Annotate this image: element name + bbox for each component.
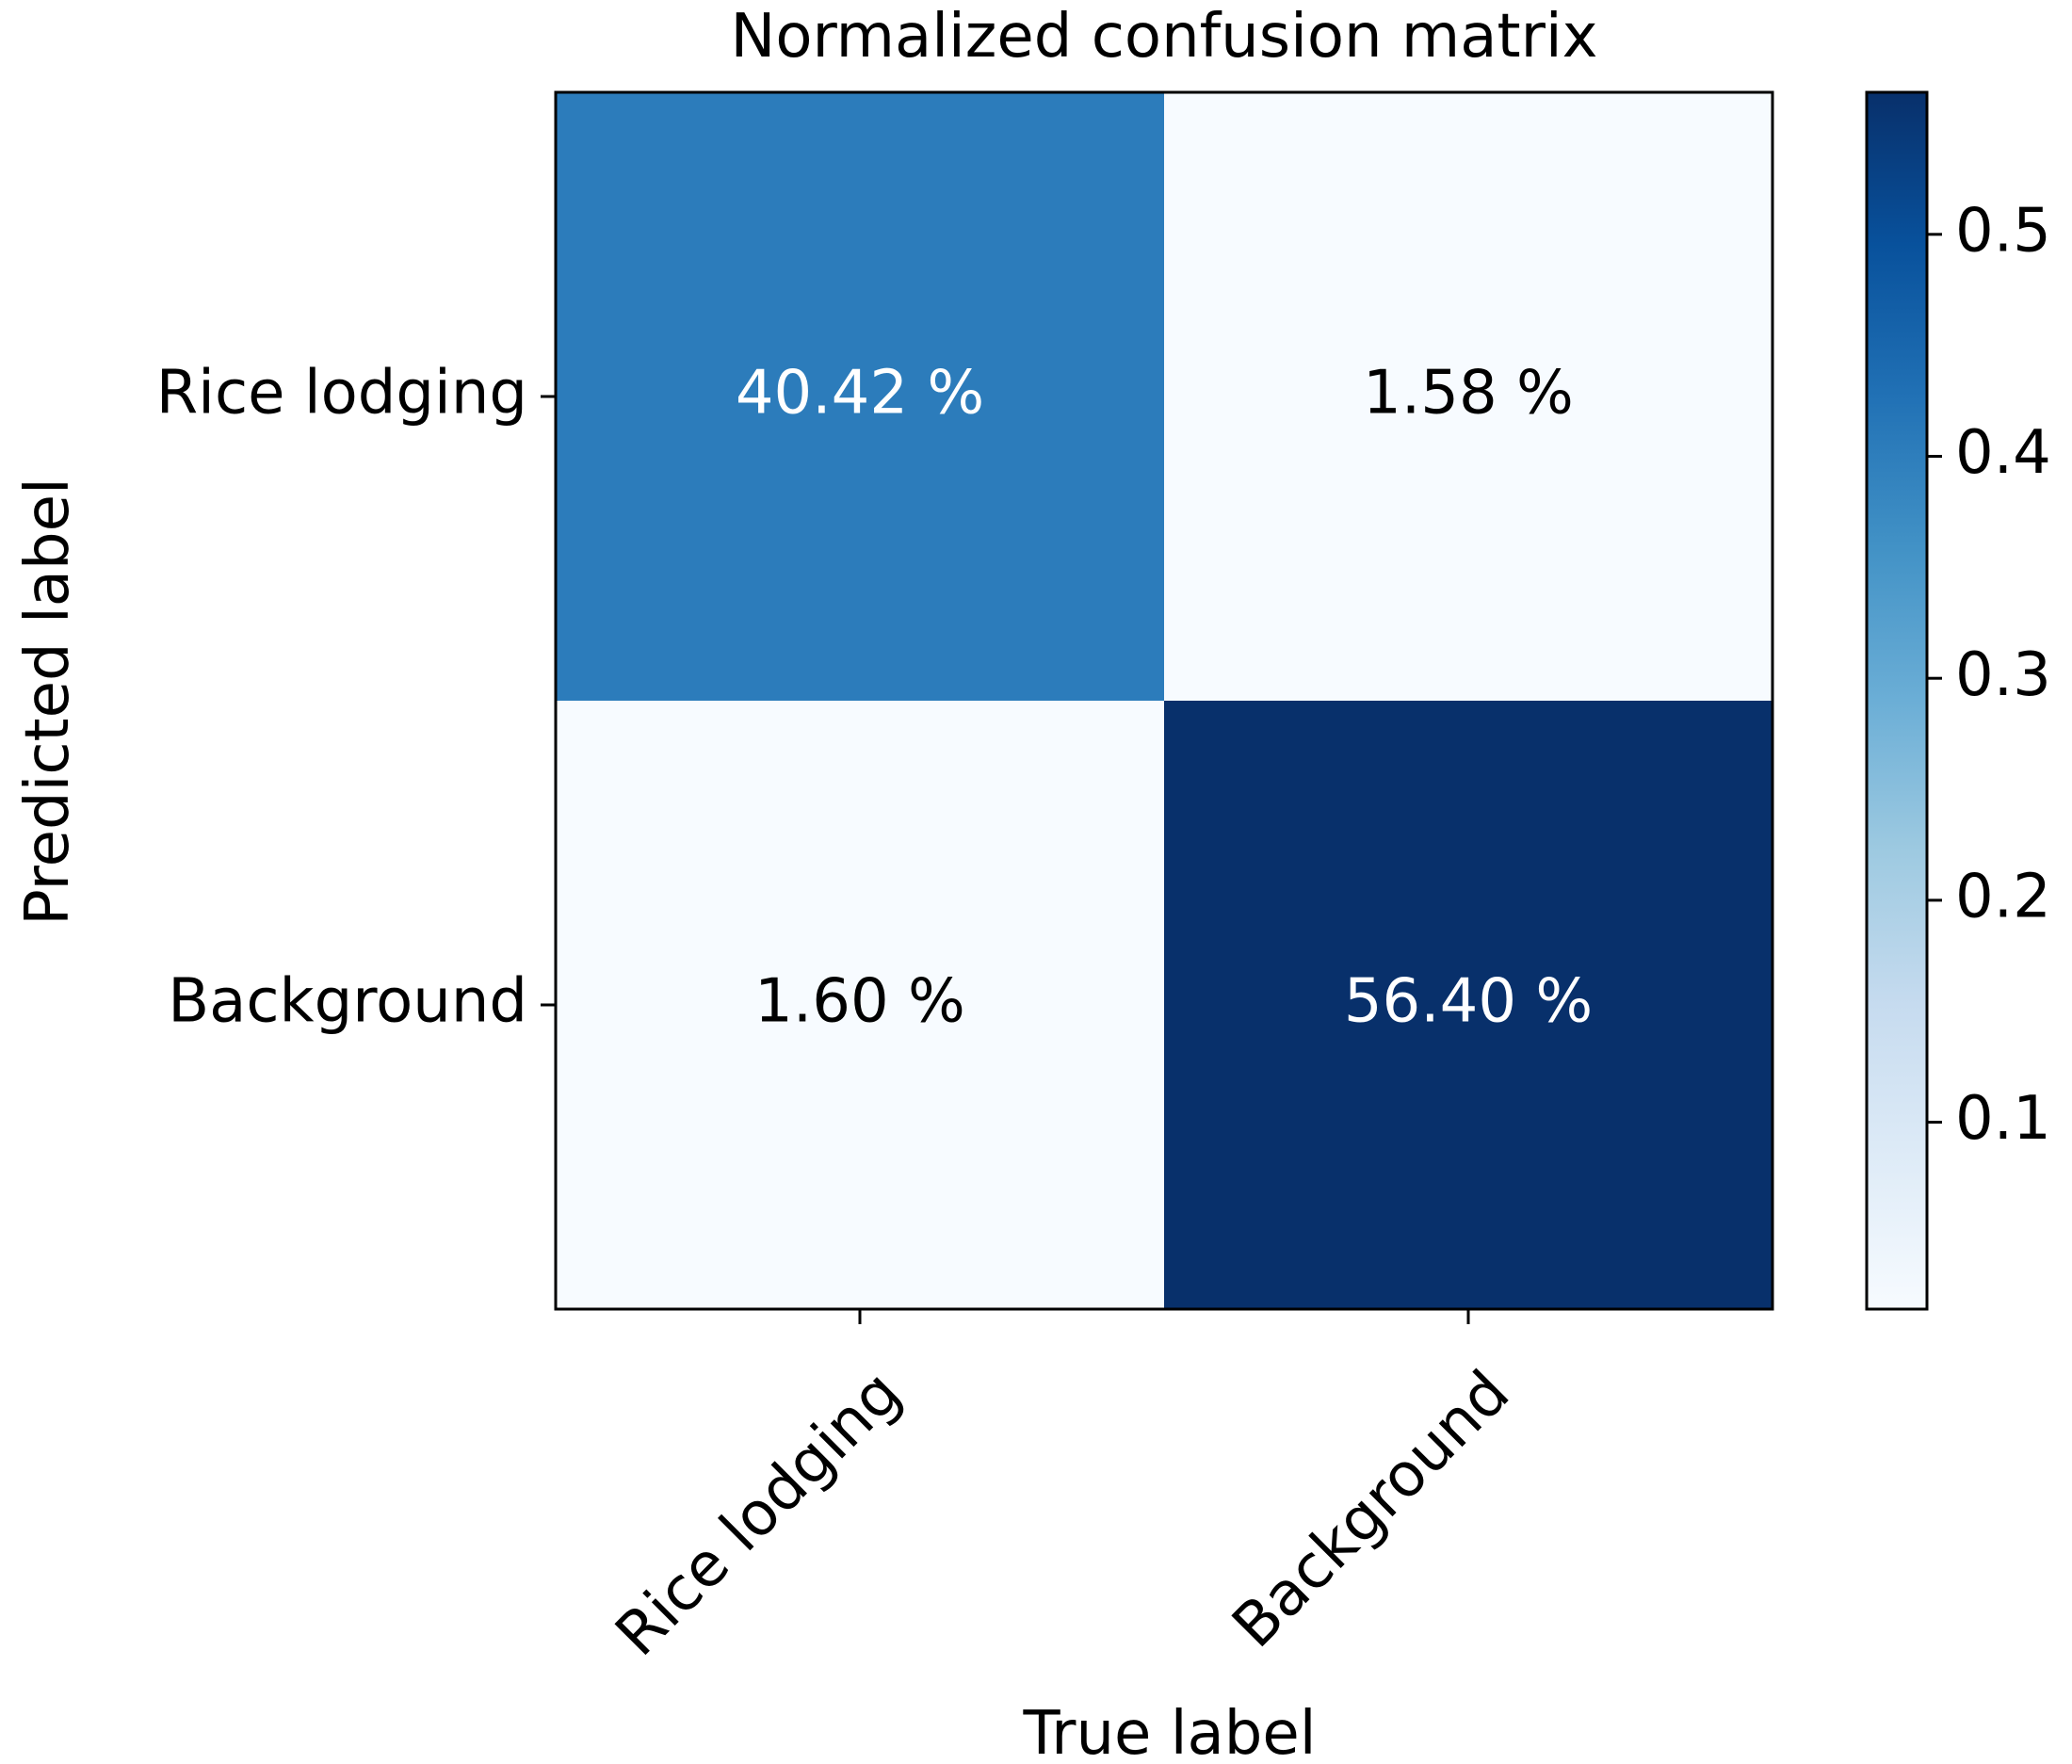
colorbar-tick-label: 0.4 [1955,418,2051,488]
x-tick-label: Background [1220,1358,1523,1661]
y-axis-label: Predicted label [13,477,83,926]
cell-value-label: 56.40 % [1344,967,1593,1037]
heatmap-cell-r0-c1 [1164,92,1773,701]
colorbar-tick-label: 0.2 [1955,862,2051,931]
y-tick-label: Background [168,967,527,1037]
y-axis-ticks: Rice lodging Background [156,359,556,1037]
x-tick-label: Rice lodging [603,1358,915,1670]
cell-value-label: 1.58 % [1363,359,1574,429]
plot-frame [554,90,1774,1311]
colorbar-tick-label: 0.3 [1955,640,2051,710]
colorbar-tick-label: 0.1 [1955,1084,2051,1154]
heatmap-cell-labels: 40.42 % 1.58 % 1.60 % 56.40 % [736,359,1593,1037]
y-tick-label: Rice lodging [156,359,527,429]
colorbar-tick-label: 0.5 [1955,196,2051,266]
heatmap-cell-r1-c1 [1164,701,1773,1309]
colorbar-gradient [1865,90,1929,1311]
colorbar-ticks: 0.1 0.2 0.3 0.4 0.5 [1927,196,2051,1154]
x-axis-label: True label [1022,1699,1316,1764]
heatmap-cells [556,92,1773,1309]
cell-value-label: 1.60 % [754,967,965,1037]
heatmap-cell-r0-c0 [556,92,1164,701]
cell-value-label: 40.42 % [736,359,984,429]
heatmap-cell-r1-c0 [556,701,1164,1309]
chart-title: Normalized confusion matrix [730,2,1597,72]
x-axis-ticks: Rice lodging Background [603,1309,1523,1670]
